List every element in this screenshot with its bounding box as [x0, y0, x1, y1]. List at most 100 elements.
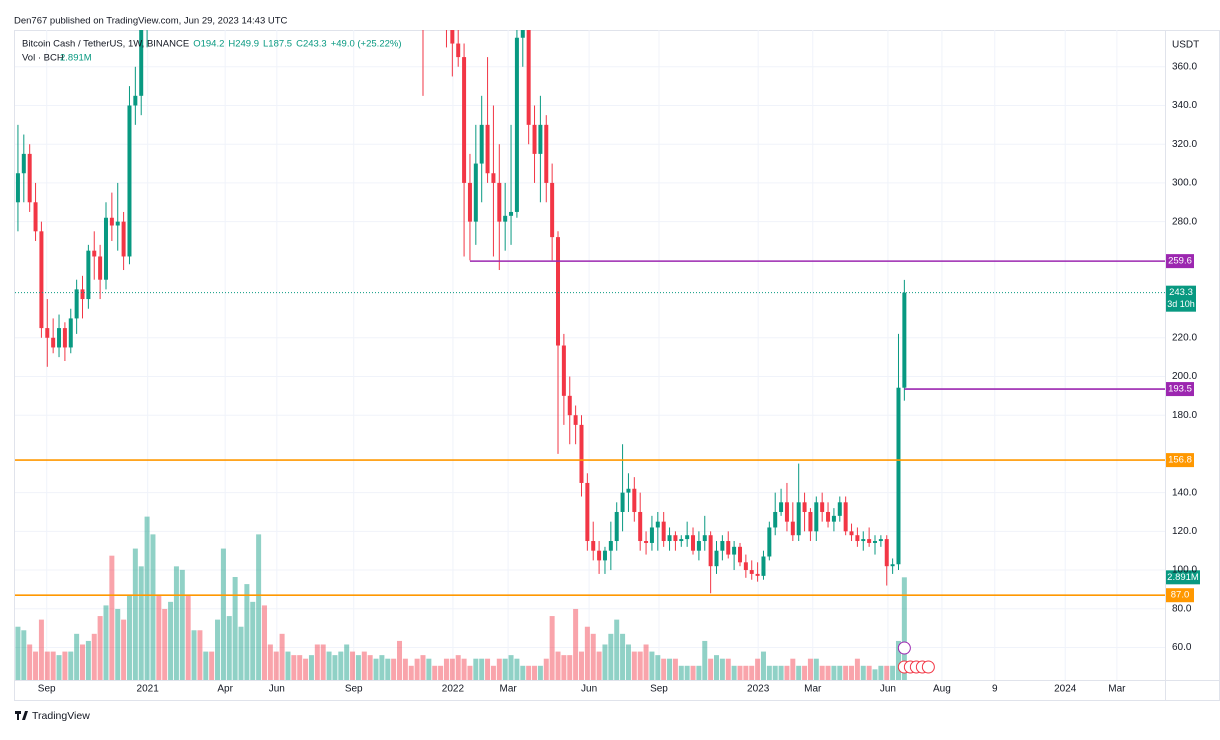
x-tick-label: Aug	[933, 684, 951, 695]
level-label-box	[1166, 453, 1194, 468]
volume-bar	[355, 655, 361, 680]
candle-body	[62, 328, 67, 348]
volume-bar	[27, 644, 33, 680]
volume-bar	[215, 619, 221, 680]
volume-bar	[250, 601, 256, 680]
candle-body	[808, 511, 813, 532]
x-tick-label: 2022	[442, 684, 465, 695]
ohlc-value: H249.9	[228, 39, 259, 50]
symbol: Bitcoin Cash / TetherUS, 1W, BINANCE	[22, 39, 189, 50]
volume-bar	[168, 601, 174, 680]
volume-bar	[156, 594, 162, 680]
volume-bar	[244, 584, 250, 680]
grid	[15, 30, 1165, 680]
volume-bar	[796, 665, 802, 680]
volume-bar	[138, 566, 144, 680]
volume-bar	[678, 665, 684, 680]
volume-bar	[126, 594, 132, 680]
volume-bar	[285, 651, 291, 680]
candle-body	[638, 511, 643, 542]
volume-bar	[455, 655, 461, 680]
volume-bar	[338, 651, 344, 680]
candle-body	[15, 173, 20, 203]
volume-bar	[326, 651, 332, 680]
volume-bar	[813, 658, 819, 680]
volume-bar	[849, 665, 855, 680]
level-label: 259.6	[1168, 256, 1192, 267]
volume-bar	[749, 665, 755, 680]
volume-bar	[197, 630, 203, 680]
candle-body	[732, 546, 737, 555]
candle-body	[39, 231, 44, 329]
y-tick-label: 180.0	[1172, 410, 1197, 421]
volume-bar	[297, 655, 303, 680]
volume-bar	[708, 658, 714, 680]
x-tick-label: Sep	[38, 684, 56, 695]
volume-bar	[696, 665, 702, 680]
volume-bar	[179, 569, 185, 680]
volume-bar	[831, 665, 837, 680]
volume-bar	[420, 655, 426, 680]
candles	[15, 30, 907, 594]
volume-bar	[438, 665, 444, 680]
volume-bar	[760, 651, 766, 680]
candle-body	[696, 541, 701, 551]
y-tick-label: 360.0	[1172, 61, 1197, 72]
x-tick-label: 2024	[1054, 684, 1077, 695]
candle-body	[92, 250, 97, 257]
volume-bar	[573, 608, 579, 680]
volume-bar	[121, 619, 127, 680]
ohlc-value: O194.2	[193, 39, 224, 50]
candle-body	[473, 163, 478, 222]
volume-bar	[772, 665, 778, 680]
volume-bar	[367, 655, 373, 680]
volume-bar	[267, 644, 273, 680]
candle-body	[479, 124, 484, 164]
volume-bar	[520, 665, 526, 680]
candle-body	[544, 124, 549, 183]
volume-bar	[232, 576, 238, 680]
countdown: 3d 10h	[1167, 299, 1195, 309]
candle-body	[655, 521, 660, 528]
volume-bar	[490, 665, 496, 680]
volume-bar	[684, 665, 690, 680]
ohlc-value: L187.5	[263, 39, 292, 50]
candle-body	[673, 535, 678, 542]
candle-body	[890, 564, 895, 567]
volume-bar	[314, 644, 320, 680]
volume-bar	[731, 665, 737, 680]
candle-body	[591, 541, 596, 551]
candle-body	[556, 237, 561, 346]
candle-body	[98, 256, 103, 280]
candle-body	[691, 535, 696, 551]
candle-body	[608, 541, 613, 551]
event-icon	[897, 641, 911, 655]
volume-bar	[103, 605, 109, 680]
volume-bar	[33, 651, 39, 680]
volume-bar	[514, 658, 520, 680]
x-tick-label: Sep	[650, 684, 668, 695]
brand: TradingView	[32, 710, 90, 722]
candle-body	[509, 211, 514, 216]
x-tick-label: 9	[992, 684, 998, 695]
candle-body	[861, 539, 866, 542]
candle-body	[467, 182, 472, 222]
volume-bar	[115, 608, 121, 680]
x-tick-label: Jun	[581, 684, 597, 695]
candle-body	[51, 337, 56, 348]
level-label-box	[1166, 588, 1194, 603]
volume-bar	[719, 658, 725, 680]
level-label: 156.8	[1168, 455, 1192, 466]
candle-body	[33, 202, 38, 232]
volume-bar	[226, 616, 232, 680]
volume-bar	[21, 630, 27, 680]
volume-bar	[872, 669, 878, 680]
volume-bar	[555, 651, 561, 680]
volume-value: 2.891M	[60, 53, 92, 64]
volume-bar	[173, 566, 179, 680]
volume-bar	[397, 640, 403, 680]
candle-body	[708, 535, 713, 567]
volume-bar	[449, 658, 455, 680]
volume-bar	[508, 655, 514, 680]
candle-body	[514, 37, 519, 212]
